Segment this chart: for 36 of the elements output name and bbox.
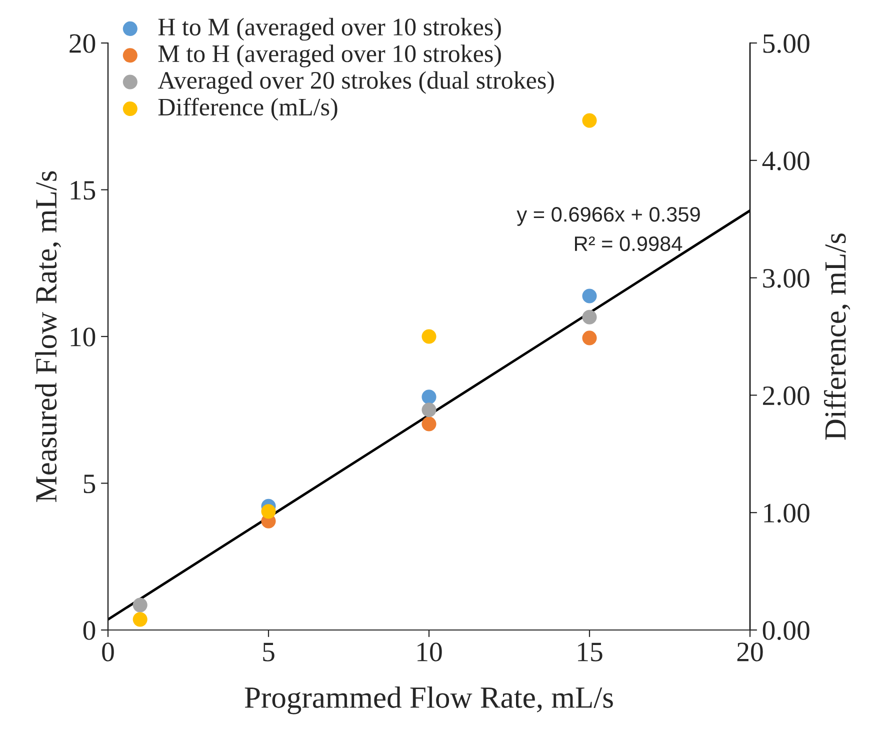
x-tick-label: 10 [418,642,442,662]
y2-tick-label: 5.00 [763,34,810,54]
y2-tick-label: 4.00 [762,152,810,170]
x-tick-label: 15 [578,642,602,662]
y-tick-label: 10 [70,328,96,346]
x-tick-label: 0 [102,642,114,662]
annotation: R² = 0.9984 [575,236,682,252]
y2-tick-label: 1.00 [764,504,810,523]
y2-tick-label: 3.00 [763,268,810,288]
point [422,390,436,404]
point [422,329,436,344]
y2-axis-title: Difference, mL/s [824,234,850,440]
y-tick-label: 15 [70,181,96,200]
point [582,288,597,304]
legend-label: M to H (averaged over 10 strokes) [158,44,501,68]
point [261,504,276,519]
y-tick-label: 20 [70,34,96,53]
point [422,402,436,418]
point [132,612,148,627]
y2-tick-label: 2.00 [763,386,810,406]
point [582,310,597,324]
annotation: y = 0.6966x + 0.359 [516,207,700,226]
y2-tick-label: 0.00 [762,621,810,640]
x-tick-label: 5 [263,642,274,662]
y-tick-label: 0 [83,621,96,640]
x-axis-title: Programmed Flow Rate, mL/s [244,686,613,714]
point [582,330,597,346]
legend-label: H to M (averaged over 10 strokes) [158,18,501,41]
legend-label: Difference (mL/s) [158,98,338,121]
y-axis-title: Measured Flow Rate, mL/s [35,171,62,502]
point [132,598,148,612]
point [422,416,436,432]
point [582,113,597,128]
x-tick-label: 20 [737,642,763,662]
legend-label: Averaged over 20 strokes (dual strokes) [158,71,554,94]
y-tick-label: 5 [84,474,96,494]
